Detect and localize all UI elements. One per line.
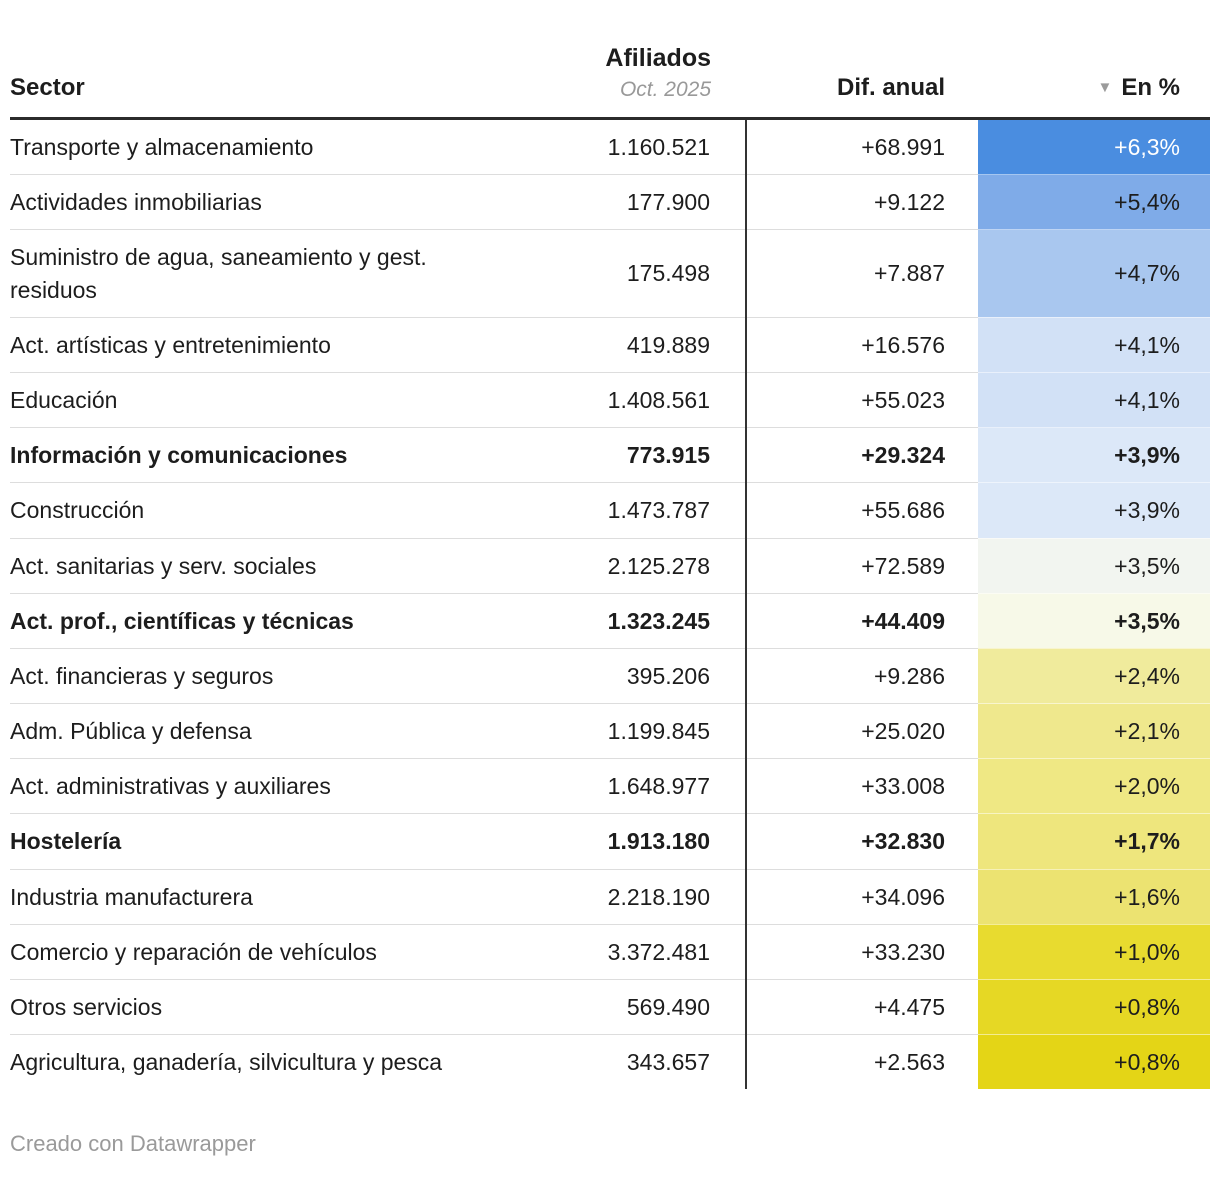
pct-cell: +1,0%: [978, 923, 1210, 980]
pct-cell: +1,7%: [978, 813, 1210, 870]
afiliados-cell: 773.915: [506, 427, 746, 483]
sector-cell: Agricultura, ganadería, silvicultura y p…: [10, 1034, 506, 1090]
table-row: Act. artísticas y entretenimiento 419.889…: [10, 316, 1210, 373]
sector-cell: Act. prof., científicas y técnicas: [10, 592, 506, 649]
sector-cell: Act. financieras y seguros: [10, 647, 506, 704]
sector-cell: Información y comunicaciones: [10, 427, 506, 483]
sector-cell: Transporte y almacenamiento: [10, 134, 314, 160]
pct-cell: +4,7%: [978, 229, 1210, 318]
table-row: Información y comunicaciones 773.915 +29.3…: [10, 427, 1210, 483]
afiliados-cell: 419.889: [506, 316, 746, 373]
table-row: Adm. Pública y defensa 1.199.845 +25.020 +2…: [10, 703, 1210, 759]
dif-anual-cell: +2.563: [745, 1034, 978, 1090]
sector-cell: Industria manufacturera: [10, 868, 506, 925]
pct-cell: +3,5%: [978, 592, 1210, 649]
dif-anual-cell: +7.887: [745, 229, 978, 318]
dif-anual-cell: +9.122: [745, 174, 978, 230]
pct-cell: +2,4%: [978, 647, 1210, 704]
sector-cell: Educación: [10, 371, 506, 428]
afiliados-cell: 569.490: [506, 978, 746, 1035]
table-row: Otros servicios 569.490 +4.475 +0,8%: [10, 978, 1210, 1035]
pct-cell: +3,9%: [978, 482, 1210, 538]
sector-cell: Act. administrativas y auxiliares: [10, 758, 506, 814]
column-header-afiliados-title: Afiliados: [605, 44, 711, 72]
dif-anual-cell: +44.409: [745, 592, 978, 649]
dif-anual-cell: +29.324: [745, 427, 978, 483]
table-row: Suministro de agua, saneamiento y gest. …: [10, 229, 1210, 318]
dif-anual-cell: +9.286: [745, 647, 978, 704]
column-header-sector[interactable]: Sector: [10, 0, 506, 120]
afiliados-cell: 1.199.845: [506, 703, 746, 759]
sort-descending-icon: ▼: [1097, 79, 1113, 96]
table-header-row: Sector Afiliados Oct. 2025 Dif. anual ▼ E…: [10, 0, 1210, 120]
table-row: Agricultura, ganadería, silvicultura y p…: [10, 1034, 1210, 1090]
sector-cell: Hostelería: [10, 813, 506, 870]
table-row: Hostelería 1.913.180 +32.830 +1,7%: [10, 813, 1210, 870]
afiliados-cell: 1.913.180: [506, 813, 746, 870]
sector-cell: Construcción: [10, 482, 506, 538]
sector-cell: Adm. Pública y defensa: [10, 703, 506, 759]
pct-cell: +1,6%: [978, 868, 1210, 925]
afiliados-cell: 1.408.561: [506, 371, 746, 428]
datawrapper-credit-link[interactable]: Creado con Datawrapper: [10, 1131, 256, 1157]
table-row: Industria manufacturera 2.218.190 +34.096 +…: [10, 868, 1210, 925]
table-row: Act. sanitarias y serv. sociales 2.125.27…: [10, 537, 1210, 594]
pct-cell: +6,3%: [978, 118, 1210, 175]
pct-cell: +2,0%: [978, 758, 1210, 814]
sector-affiliation-table: Sector Afiliados Oct. 2025 Dif. anual ▼ E…: [10, 0, 1210, 1090]
table-row: Transporte y almacenamiento 1.160.521 +68.…: [10, 118, 1210, 175]
pct-cell: +5,4%: [978, 174, 1210, 230]
afiliados-cell: 3.372.481: [506, 923, 746, 980]
pct-cell: +0,8%: [978, 1034, 1210, 1090]
table-row: Educación 1.408.561 +55.023 +4,1%: [10, 371, 1210, 428]
sector-cell: Comercio y reparación de vehículos: [10, 923, 506, 980]
column-header-en-pct-label: En %: [1121, 74, 1180, 101]
pct-cell: +4,1%: [978, 316, 1210, 373]
dif-anual-cell: +33.230: [745, 923, 978, 980]
afiliados-cell: 2.125.278: [506, 537, 746, 594]
dif-anual-cell: +68.991: [745, 118, 978, 175]
column-header-afiliados-subtitle: Oct. 2025: [619, 78, 711, 101]
column-header-afiliados[interactable]: Afiliados Oct. 2025: [506, 0, 746, 120]
pct-cell: +4,1%: [978, 371, 1210, 428]
afiliados-cell: 1.160.521: [607, 134, 710, 160]
column-header-dif-anual[interactable]: Dif. anual: [746, 0, 978, 120]
pct-cell: +2,1%: [978, 703, 1210, 759]
column-header-en-pct[interactable]: ▼ En %: [978, 0, 1210, 120]
afiliados-cell: 1.473.787: [506, 482, 746, 538]
afiliados-cell: 343.657: [506, 1034, 746, 1090]
dif-anual-cell: +72.589: [745, 537, 978, 594]
afiliados-cell: 177.900: [506, 174, 746, 230]
afiliados-cell: 2.218.190: [506, 868, 746, 925]
dif-anual-cell: +33.008: [745, 758, 978, 814]
table-row: Actividades inmobiliarias 177.900 +9.122 +5…: [10, 174, 1210, 230]
afiliados-cell: 395.206: [506, 647, 746, 704]
dif-anual-cell: +34.096: [745, 868, 978, 925]
dif-anual-cell: +16.576: [745, 316, 978, 373]
pct-cell: +3,9%: [978, 427, 1210, 483]
afiliados-cell: 1.648.977: [506, 758, 746, 814]
sector-cell: Actividades inmobiliarias: [10, 174, 506, 230]
pct-cell: +3,5%: [978, 537, 1210, 594]
dif-anual-cell: +4.475: [745, 978, 978, 1035]
dif-anual-cell: +55.686: [745, 482, 978, 538]
table-row: Construcción 1.473.787 +55.686 +3,9%: [10, 482, 1210, 538]
afiliados-cell: 175.498: [506, 229, 746, 318]
sector-cell: Otros servicios: [10, 978, 506, 1035]
sector-cell: Act. sanitarias y serv. sociales: [10, 537, 506, 594]
table-body: Transporte y almacenamiento 1.160.521 +68.…: [10, 118, 1210, 1090]
table-row: Act. administrativas y auxiliares 1.648.9…: [10, 758, 1210, 814]
sector-cell: Act. artísticas y entretenimiento: [10, 316, 506, 373]
dif-anual-cell: +32.830: [745, 813, 978, 870]
table-row: Comercio y reparación de vehículos 3.372.…: [10, 923, 1210, 980]
table-row: Act. prof., científicas y técnicas 1.323.…: [10, 592, 1210, 649]
sector-cell: Suministro de agua, saneamiento y gest. …: [10, 229, 506, 318]
table-row: Act. financieras y seguros 395.206 +9.286 +…: [10, 647, 1210, 704]
pct-cell: +0,8%: [978, 978, 1210, 1035]
dif-anual-cell: +55.023: [745, 371, 978, 428]
dif-anual-cell: +25.020: [745, 703, 978, 759]
afiliados-cell: 1.323.245: [506, 592, 746, 649]
